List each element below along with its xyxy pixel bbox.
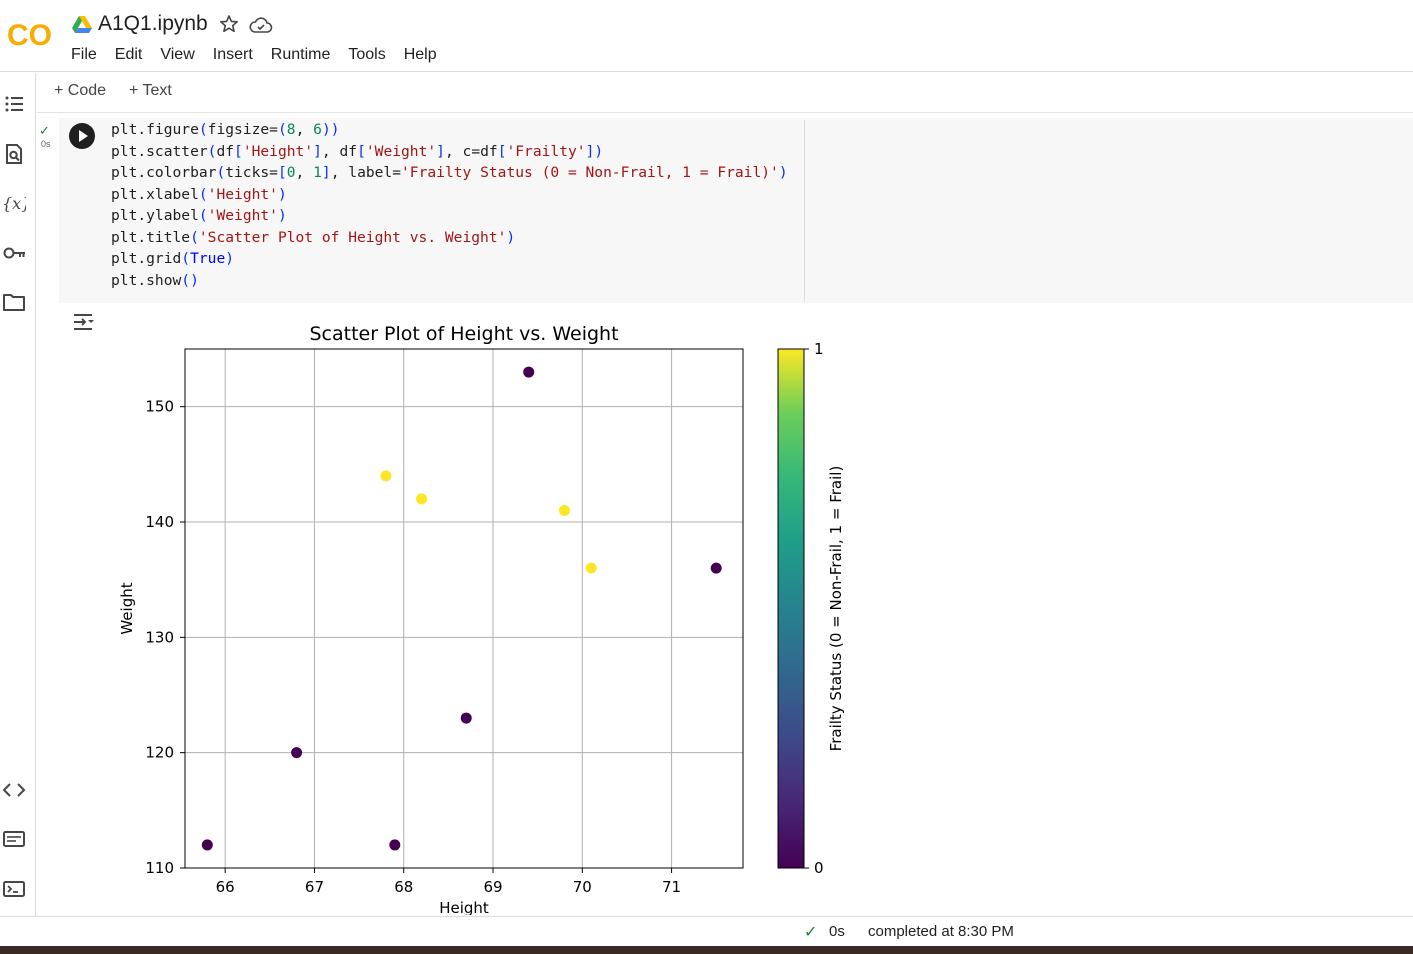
notebook-toolbar: + Code + Text bbox=[37, 73, 1413, 113]
run-cell-button[interactable] bbox=[69, 123, 95, 149]
data-point bbox=[710, 562, 722, 574]
x-tick-label: 67 bbox=[305, 878, 324, 896]
colorbar-tick-label: 1 bbox=[814, 340, 824, 358]
menu-insert[interactable]: Insert bbox=[212, 46, 253, 63]
data-point bbox=[460, 712, 472, 724]
code-line: plt.title('Scatter Plot of Height vs. We… bbox=[111, 228, 516, 246]
variables-icon[interactable]: {x} bbox=[2, 191, 26, 215]
menu-file[interactable]: File bbox=[71, 46, 97, 63]
data-point bbox=[416, 493, 428, 505]
x-tick-label: 66 bbox=[216, 878, 235, 896]
y-tick-label: 130 bbox=[145, 628, 174, 646]
data-point bbox=[201, 839, 213, 851]
cloud-saved-icon[interactable] bbox=[249, 15, 273, 35]
star-icon[interactable] bbox=[219, 14, 239, 34]
colorbar-ticks: 01 bbox=[804, 340, 824, 877]
y-tick-label: 150 bbox=[145, 398, 174, 416]
data-point bbox=[380, 470, 392, 482]
y-tick-label: 110 bbox=[145, 859, 174, 877]
add-code-cell-button[interactable]: + Code bbox=[54, 82, 107, 99]
chart-grid bbox=[185, 349, 743, 869]
colorbar-tick-label: 0 bbox=[814, 859, 824, 877]
header-bar: CO A1Q1.ipynb File Edit View Insert Runt… bbox=[0, 0, 1413, 72]
menu-bar: File Edit View Insert Runtime Tools Help bbox=[71, 46, 455, 64]
y-tick-label: 120 bbox=[145, 744, 174, 762]
menu-runtime[interactable]: Runtime bbox=[270, 46, 331, 63]
data-point bbox=[585, 562, 597, 574]
plot-area-frame bbox=[184, 348, 744, 869]
cell-executed-check-icon: ✓ bbox=[39, 123, 50, 138]
code-line: plt.ylabel('Weight') bbox=[111, 207, 287, 224]
taskbar-strip bbox=[0, 946, 1413, 954]
cell-execution-time: 0s bbox=[41, 139, 51, 149]
notebook-title[interactable]: A1Q1.ipynb bbox=[98, 12, 208, 35]
left-sidebar-rail: {x} bbox=[0, 73, 36, 916]
chart-ticks: 66 67 68 69 70 71 110 120 130 140 150 bbox=[145, 398, 681, 896]
data-point bbox=[523, 366, 535, 378]
code-line: plt.colorbar(ticks=[0, 1], label='Frailt… bbox=[111, 164, 788, 181]
code-cell[interactable] bbox=[59, 118, 1413, 303]
code-line: plt.figure(figsize=(8, 6)) bbox=[111, 121, 340, 138]
x-tick-label: 71 bbox=[662, 878, 681, 896]
code-line: plt.grid(True) bbox=[111, 250, 235, 267]
chart-points bbox=[201, 366, 722, 851]
cell-ruler bbox=[804, 120, 805, 302]
x-tick-label: 69 bbox=[483, 878, 502, 896]
code-snippets-icon[interactable] bbox=[2, 778, 26, 802]
output-actions-icon[interactable] bbox=[71, 310, 95, 334]
colorbar bbox=[777, 348, 805, 869]
x-axis-label: Height bbox=[439, 899, 489, 915]
completed-check-icon: ✓ bbox=[804, 924, 818, 941]
colorbar-label: Frailty Status (0 = Non-Frail, 1 = Frail… bbox=[827, 466, 845, 752]
menu-edit[interactable]: Edit bbox=[114, 46, 143, 63]
files-folder-icon[interactable] bbox=[2, 290, 26, 314]
code-line: plt.scatter(df['Height'], df['Weight'], … bbox=[111, 142, 604, 160]
status-bar: ✓ 0s completed at 8:30 PM bbox=[0, 916, 1413, 946]
scatter-chart: 66 67 68 69 70 71 110 120 130 140 150 Scatter Plot… bbox=[118, 323, 845, 915]
menu-tools[interactable]: Tools bbox=[348, 46, 386, 63]
terminal-icon[interactable] bbox=[2, 877, 26, 901]
data-point bbox=[291, 747, 303, 759]
google-drive-icon bbox=[72, 16, 92, 33]
menu-help[interactable]: Help bbox=[403, 46, 437, 63]
svg-text:{x}: {x} bbox=[2, 194, 26, 213]
command-palette-icon[interactable] bbox=[2, 827, 26, 851]
completion-status[interactable]: completed at 8:30 PM bbox=[868, 923, 1014, 940]
y-tick-label: 140 bbox=[145, 513, 174, 531]
execution-duration: 0s bbox=[829, 923, 845, 940]
add-text-cell-button[interactable]: + Text bbox=[129, 82, 172, 99]
svg-text:CO: CO bbox=[7, 19, 52, 52]
menu-view[interactable]: View bbox=[160, 46, 195, 63]
data-point bbox=[558, 504, 570, 516]
find-replace-icon[interactable] bbox=[2, 142, 26, 166]
data-point bbox=[389, 839, 401, 851]
secrets-key-icon[interactable] bbox=[2, 241, 26, 265]
x-tick-label: 70 bbox=[573, 878, 592, 896]
y-axis-label: Weight bbox=[118, 582, 136, 634]
code-editor[interactable]: plt.figure(figsize=(8, 6)) plt.scatter(df… bbox=[111, 119, 788, 291]
table-of-contents-icon[interactable] bbox=[2, 92, 26, 116]
chart-title: Scatter Plot of Height vs. Weight bbox=[309, 323, 618, 345]
code-line: plt.show() bbox=[111, 271, 199, 289]
code-line: plt.xlabel('Height') bbox=[111, 185, 287, 203]
colab-logo-icon[interactable]: CO bbox=[6, 16, 54, 52]
x-tick-label: 68 bbox=[394, 878, 413, 896]
